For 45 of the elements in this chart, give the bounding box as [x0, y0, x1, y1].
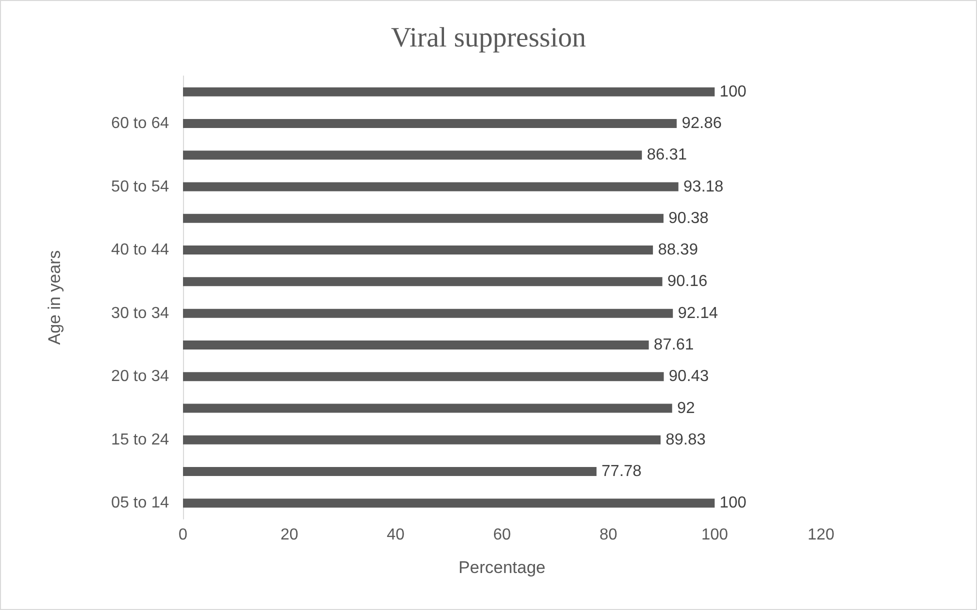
x-tick-label: 0 [178, 526, 188, 544]
data-label: 92.86 [682, 114, 722, 132]
x-tick-label: 80 [599, 526, 618, 544]
data-label: 92 [677, 400, 696, 417]
bar [183, 246, 653, 255]
y-tick-label: 40 to 44 [111, 242, 170, 259]
y-tick-label: 50 to 54 [111, 178, 170, 196]
data-label: 88.39 [658, 242, 698, 259]
data-label: 89.83 [666, 431, 706, 448]
bar [183, 118, 677, 128]
bar [183, 214, 664, 223]
x-axis-title: Percentage [458, 558, 546, 577]
x-tick-label: 100 [701, 526, 728, 544]
data-label: 93.18 [683, 178, 724, 196]
y-tick-label: 15 to 24 [111, 431, 170, 448]
x-tick-label: 60 [493, 526, 511, 544]
x-tick-label: 120 [808, 526, 834, 544]
data-label: 92.14 [678, 304, 718, 322]
bar [183, 340, 649, 350]
bar [183, 182, 678, 192]
y-tick-label: 20 to 34 [111, 368, 170, 386]
bar [183, 467, 597, 476]
bar [183, 404, 672, 413]
data-label: 90.16 [667, 273, 708, 290]
chart-title: Viral suppression [390, 22, 586, 54]
data-label: 90.38 [668, 210, 709, 227]
bar [183, 277, 662, 286]
y-tick-label: 60 to 64 [111, 114, 170, 132]
y-tick-label: 30 to 34 [111, 304, 170, 322]
data-label: 100 [720, 83, 746, 100]
x-tick-label: 20 [280, 526, 298, 544]
y-axis-title: Age in years [45, 250, 64, 345]
data-label: 100 [720, 494, 746, 512]
bar [183, 435, 661, 444]
y-tick-label: 05 to 14 [111, 494, 170, 512]
bar [183, 308, 673, 318]
data-label: 87.61 [654, 336, 694, 354]
bar [183, 87, 715, 96]
data-label: 90.43 [668, 368, 709, 386]
data-label: 86.31 [646, 146, 688, 164]
x-tick-label: 40 [386, 526, 405, 544]
data-label: 77.78 [602, 463, 642, 480]
bar [183, 150, 642, 160]
bar [183, 498, 715, 508]
bar [183, 372, 664, 382]
